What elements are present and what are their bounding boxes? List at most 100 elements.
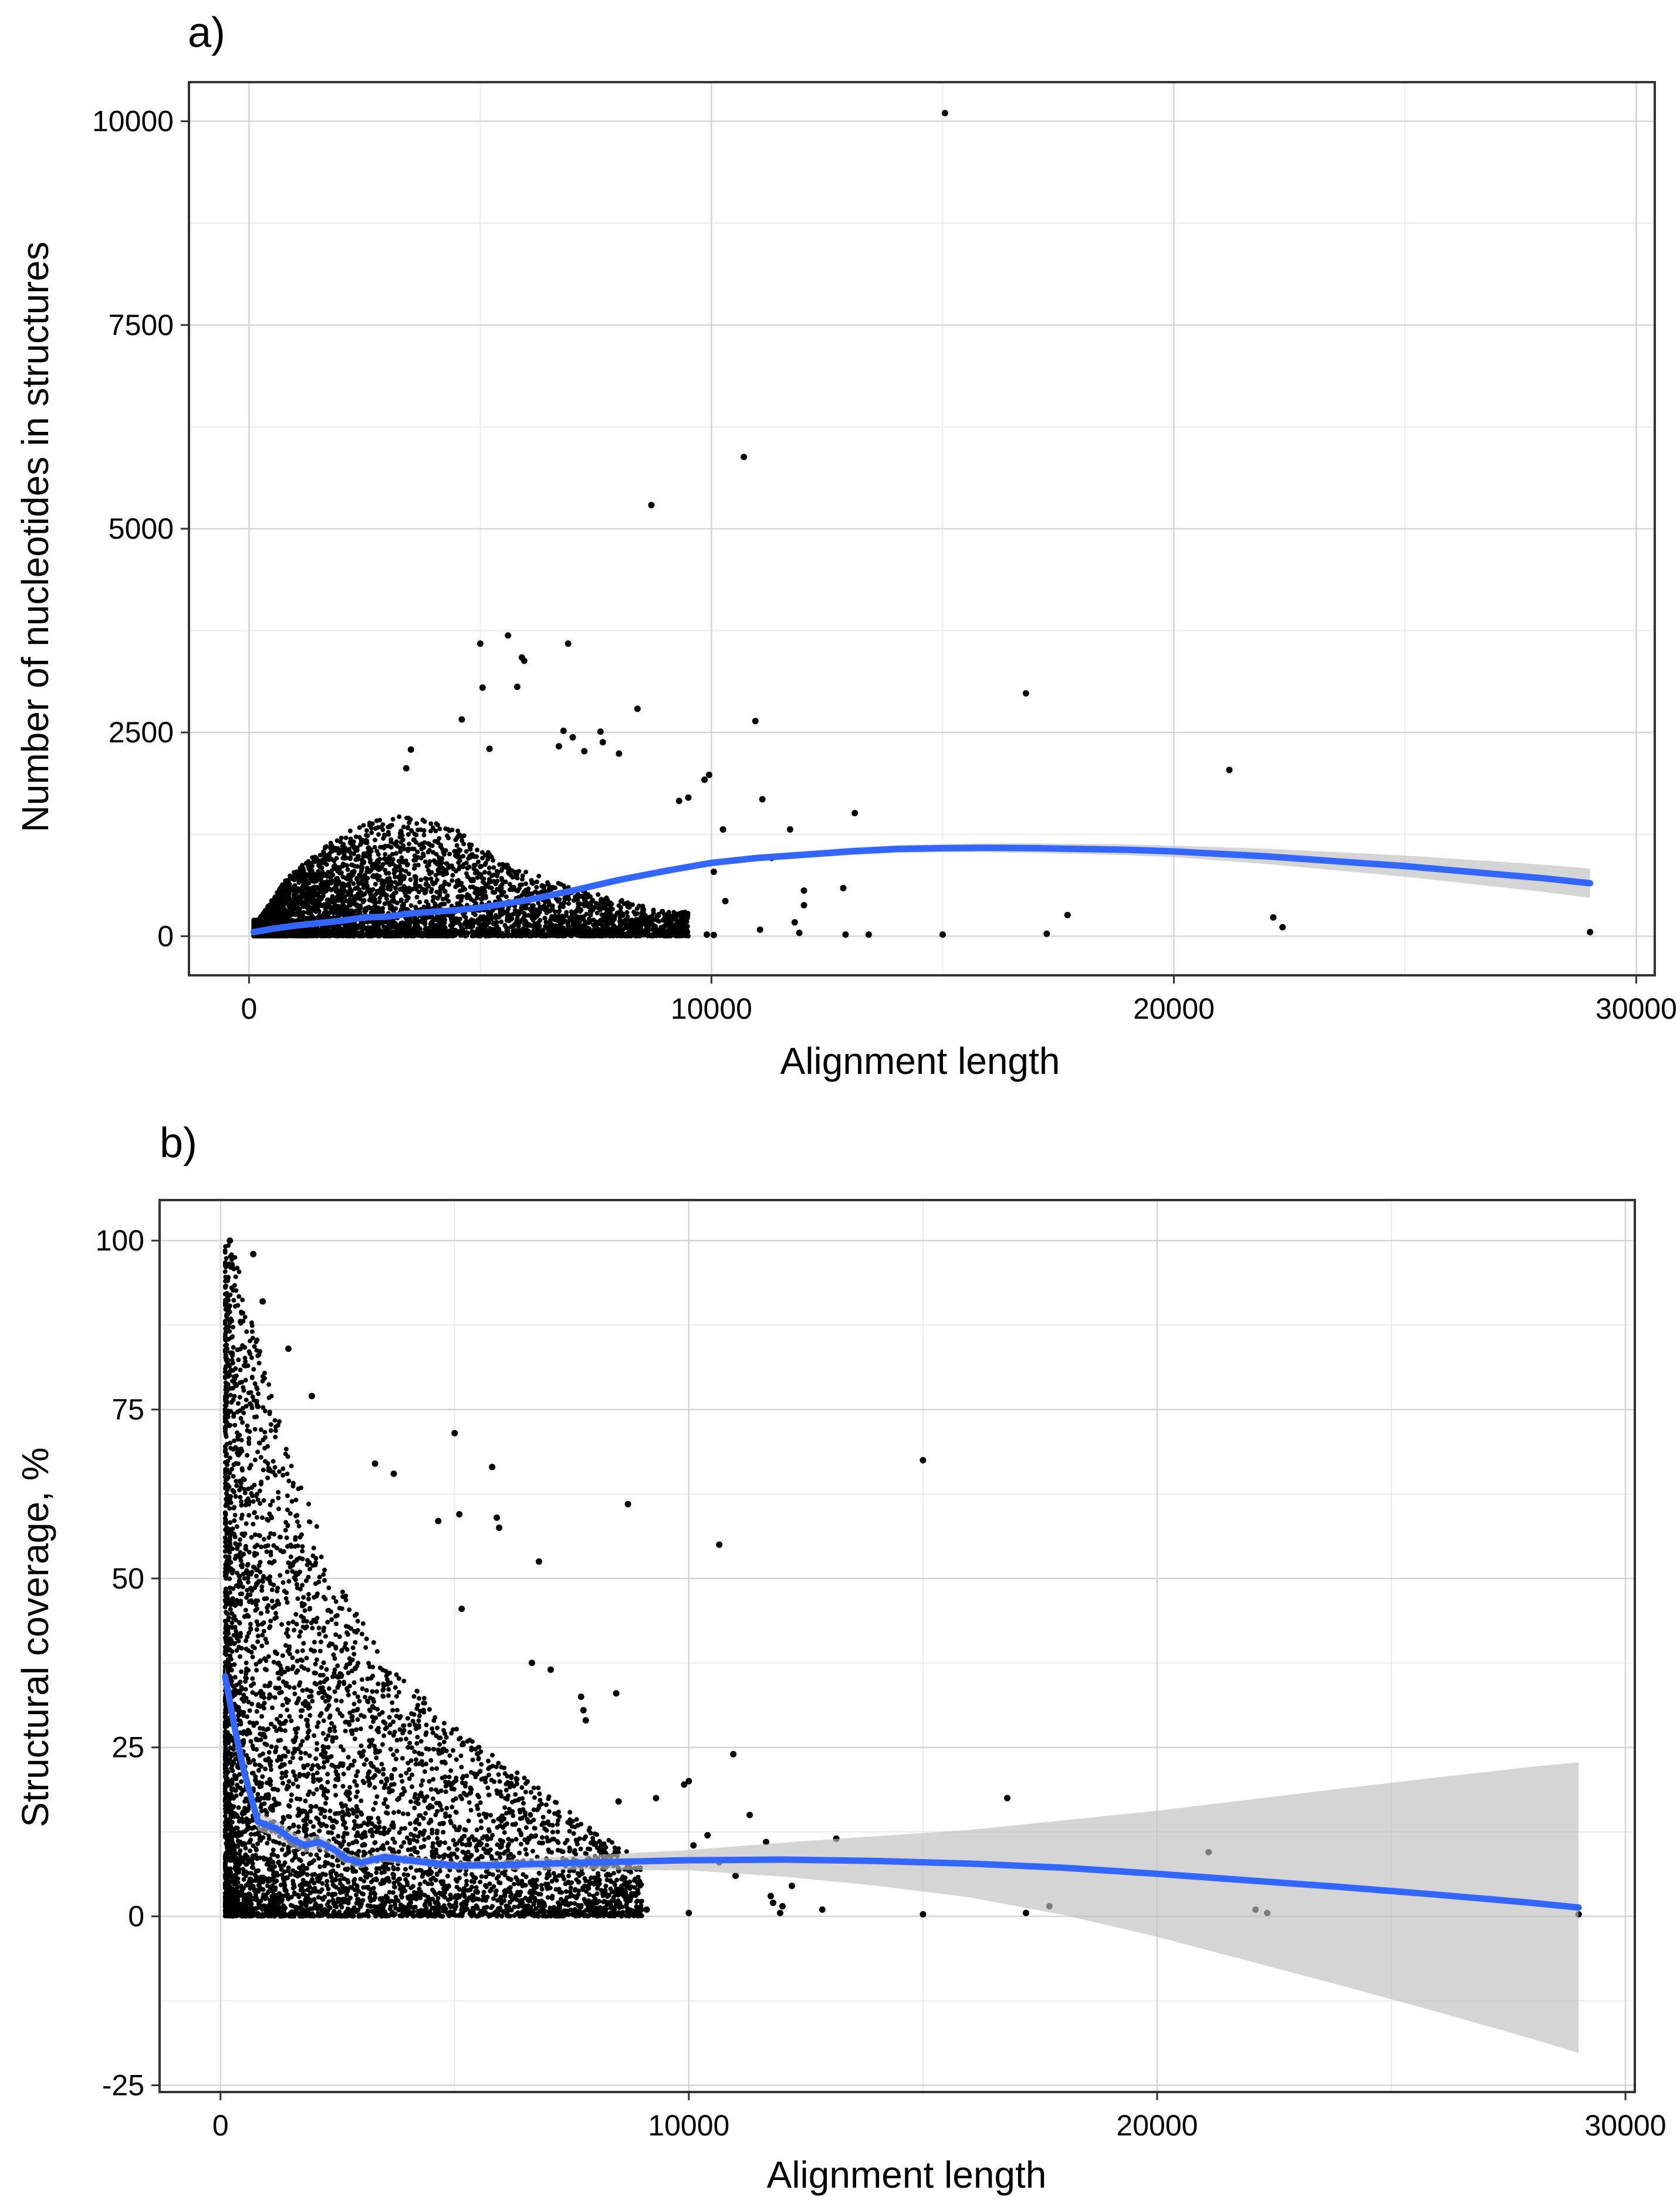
panel-b-x-tick-labels: 0 10000 20000 30000: [212, 2109, 1667, 2142]
panel-b-y-tick-labels: -25 0 25 50 75 100: [96, 1224, 144, 2101]
data-point: [308, 1393, 315, 1400]
panel-b-label: b): [160, 1120, 197, 1167]
panel-b: b) 0 10000 20000 30000 -25 0 25 50 75 100 Alignm…: [14, 1120, 1667, 2196]
data-point: [759, 796, 766, 803]
data-point: [1022, 1910, 1029, 1917]
data-point: [476, 640, 484, 647]
data-point: [528, 1660, 535, 1667]
data-point: [722, 898, 729, 905]
panel-b-grid: [160, 1200, 1635, 2092]
data-point: [941, 110, 948, 117]
data-point: [493, 1514, 501, 1521]
y-tick-label: 100: [96, 1224, 144, 1257]
x-tick-label: 20000: [1133, 992, 1215, 1025]
panel-a-y-axis-title: Number of nucleotides in structures: [14, 242, 56, 833]
data-point: [800, 887, 807, 894]
data-point: [1043, 930, 1050, 937]
data-point: [732, 1873, 739, 1880]
data-point: [435, 1518, 442, 1525]
x-tick-label: 30000: [1585, 2109, 1667, 2142]
data-point: [1279, 924, 1286, 931]
panel-b-ticks: [151, 1239, 1627, 2100]
data-point: [597, 728, 604, 735]
y-tick-label: 2500: [109, 716, 174, 749]
y-tick-label: 50: [111, 1562, 144, 1595]
panel-a-y-tick-labels: 0 2500 5000 7500 10000: [92, 105, 174, 953]
data-point: [791, 919, 798, 926]
data-point: [456, 1510, 463, 1518]
data-point: [613, 1690, 620, 1697]
data-point: [752, 718, 759, 725]
data-point: [648, 502, 655, 509]
data-point: [582, 1717, 589, 1724]
data-point: [580, 1706, 587, 1714]
data-point: [840, 884, 847, 891]
data-point: [535, 1558, 542, 1565]
data-point: [1587, 928, 1594, 935]
data-point: [788, 1883, 795, 1890]
x-tick-label: 0: [212, 2109, 229, 2142]
x-tick-label: 10000: [671, 992, 752, 1025]
data-point: [746, 1812, 753, 1819]
panel-b-point-cloud: [222, 1243, 644, 1919]
data-point: [451, 1430, 458, 1437]
panel-a-point-cloud: [251, 814, 691, 939]
data-point: [800, 902, 807, 909]
data-point: [505, 632, 512, 639]
data-point: [569, 734, 576, 741]
data-point: [730, 1750, 737, 1758]
data-point: [763, 1839, 770, 1846]
data-point: [371, 1460, 378, 1467]
data-point: [520, 657, 528, 664]
data-point: [634, 705, 641, 712]
y-tick-label: 0: [157, 920, 174, 952]
data-point: [458, 1606, 465, 1613]
data-point: [624, 1501, 631, 1508]
data-point: [685, 794, 692, 801]
data-point: [675, 797, 682, 805]
data-point: [403, 765, 410, 772]
data-point: [842, 931, 849, 938]
data-point: [710, 868, 717, 876]
data-point: [547, 1666, 554, 1673]
panel-a-x-axis-title: Alignment length: [780, 1040, 1060, 1082]
data-point: [653, 1795, 660, 1802]
data-point: [939, 931, 946, 938]
y-tick-label: 5000: [109, 512, 174, 545]
data-point: [1270, 914, 1277, 921]
data-point: [819, 1906, 826, 1913]
x-tick-label: 30000: [1596, 992, 1677, 1025]
y-tick-label: 10000: [92, 105, 174, 138]
dense-point-cloud: [222, 1243, 644, 1919]
data-point: [690, 1842, 697, 1849]
data-point: [496, 1524, 503, 1531]
y-tick-label: 0: [128, 1900, 144, 1933]
data-point: [577, 1693, 584, 1700]
y-tick-label: 75: [111, 1393, 144, 1426]
panel-b-x-axis-title: Alignment length: [767, 2154, 1047, 2196]
smooth-trend-line: [250, 844, 1594, 935]
data-point: [489, 1464, 496, 1471]
data-point: [581, 748, 588, 755]
data-point: [768, 1893, 775, 1900]
data-point: [1226, 766, 1233, 773]
panel-a-x-tick-labels: 0 10000 20000 30000: [241, 992, 1677, 1025]
data-point: [458, 716, 465, 723]
panel-b-smooth-line: [222, 1673, 1582, 1911]
data-point: [513, 683, 520, 690]
data-point: [719, 826, 726, 833]
y-tick-label: 25: [111, 1731, 144, 1764]
data-point: [685, 1777, 692, 1785]
panel-a: a) 0 10000 20000 30000 0 2500 5000 7500 10000 A…: [14, 9, 1677, 1082]
data-point: [599, 739, 606, 746]
data-point: [560, 727, 567, 734]
data-point: [776, 1910, 783, 1917]
data-point: [1064, 911, 1071, 918]
panel-a-label: a): [188, 9, 225, 56]
data-point: [610, 1910, 617, 1917]
x-tick-label: 0: [241, 992, 258, 1025]
panel-a-ticks: [181, 120, 1637, 984]
data-point: [716, 1541, 723, 1548]
